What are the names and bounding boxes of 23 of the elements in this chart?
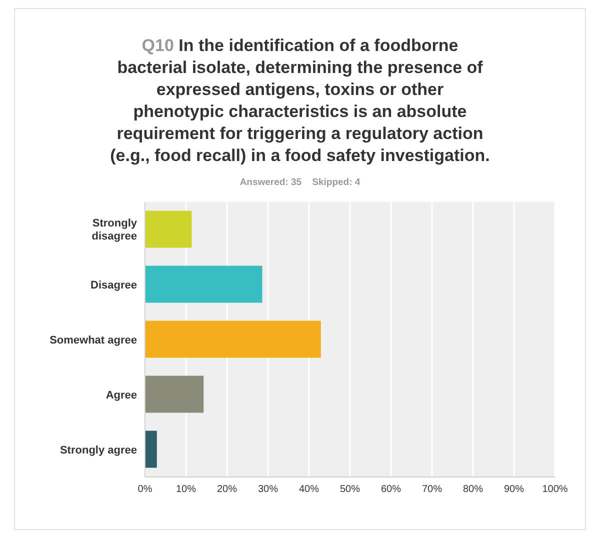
x-tick-label: 60% xyxy=(380,484,402,496)
x-tick-label: 80% xyxy=(462,484,484,496)
x-tick-label: 0% xyxy=(138,484,152,496)
x-tick-label: 30% xyxy=(258,484,278,496)
bar xyxy=(145,210,192,248)
y-tick-label: Agree xyxy=(106,390,137,402)
bar xyxy=(145,266,262,303)
bar xyxy=(145,430,157,468)
y-tick-label: Strongly disagree xyxy=(92,218,138,242)
chart-subtitle: Answered: 35 Skipped: 4 xyxy=(238,177,362,188)
y-tick-label: Strongly agree xyxy=(60,444,137,456)
y-tick-label: Disagree xyxy=(90,280,137,292)
bar xyxy=(145,376,204,413)
x-tick-label: 70% xyxy=(422,484,442,496)
bar xyxy=(145,320,321,358)
x-tick-label: 90% xyxy=(504,484,524,496)
x-tick-label: 20% xyxy=(216,484,238,496)
chart-title: Q10 In the identification of a foodborne bacterial isolate, determining the presence of expressed antigens, toxins or other phenotypic characteristics is an absolute requirement for triggering a regulatory action (e.g., food recall) in a food safety investigation. xyxy=(110,35,490,167)
x-tick-label: 40% xyxy=(298,484,320,496)
y-tick-label: Somewhat agree xyxy=(50,334,137,346)
x-tick-label: 100% xyxy=(542,484,568,496)
x-tick-label: 50% xyxy=(340,484,360,496)
x-tick-label: 10% xyxy=(176,484,196,496)
